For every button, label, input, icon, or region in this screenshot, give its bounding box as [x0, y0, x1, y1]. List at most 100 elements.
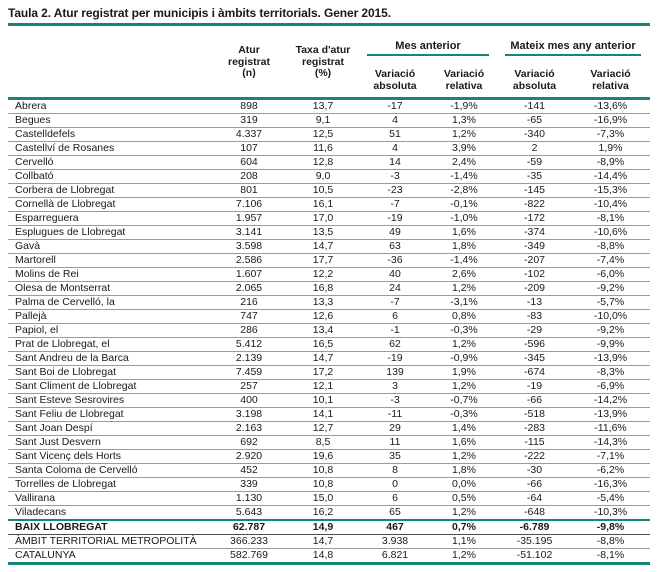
municipality-cell: Sant Just Desvern	[8, 435, 212, 450]
table-row: Sant Andreu de la Barca 2.139 14,7 -19 -0,9%…	[8, 351, 651, 366]
municipality-cell: Vallirana	[8, 491, 212, 506]
col-header-variacio-relativa-any: Variació relativa	[571, 67, 651, 100]
municipality-column-header	[8, 28, 212, 100]
value-cell: 801	[212, 183, 286, 198]
value-cell: -374	[498, 225, 572, 240]
value-cell: 12,8	[286, 155, 360, 170]
value-cell: -13,6%	[571, 98, 651, 114]
value-cell: 1,6%	[430, 225, 499, 240]
value-cell: 14,7	[286, 534, 360, 549]
value-cell: -35	[498, 169, 572, 184]
municipality-cell: ÀMBIT TERRITORIAL METROPOLITÀ	[8, 534, 212, 549]
municipality-cell: CATALUNYA	[8, 548, 212, 565]
value-cell: -23	[360, 183, 430, 198]
value-cell: -3	[360, 393, 430, 408]
value-cell: -9,9%	[571, 337, 651, 352]
value-cell: -14,2%	[571, 393, 651, 408]
value-cell: -283	[498, 421, 572, 436]
value-cell: -0,7%	[430, 393, 499, 408]
value-cell: 1,2%	[430, 548, 499, 565]
table-row: Viladecans 5.643 16,2 65 1,2% -648 -10,3%	[8, 505, 651, 521]
value-cell: -222	[498, 449, 572, 464]
value-cell: -145	[498, 183, 572, 198]
value-cell: 63	[360, 239, 430, 254]
value-cell: 65	[360, 505, 430, 521]
value-cell: 319	[212, 113, 286, 128]
value-cell: -8,1%	[571, 211, 651, 226]
value-cell: 747	[212, 309, 286, 324]
value-cell: -10,4%	[571, 197, 651, 212]
value-cell: 2,4%	[430, 155, 499, 170]
value-cell: 3.141	[212, 225, 286, 240]
value-cell: -9,8%	[571, 520, 651, 535]
value-cell: -83	[498, 309, 572, 324]
table-row: Olesa de Montserrat 2.065 16,8 24 1,2% -209 -9…	[8, 281, 651, 296]
value-cell: 5.412	[212, 337, 286, 352]
value-cell: -6,2%	[571, 463, 651, 478]
value-cell: 366.233	[212, 534, 286, 549]
municipality-cell: Cornellà de Llobregat	[8, 197, 212, 212]
value-cell: -349	[498, 239, 572, 254]
table-row: Torrelles de Llobregat 339 10,8 0 0,0% -66 -16…	[8, 477, 651, 492]
value-cell: 12,2	[286, 267, 360, 282]
municipality-cell: Papiol, el	[8, 323, 212, 338]
value-cell: 16,1	[286, 197, 360, 212]
municipality-cell: Esparreguera	[8, 211, 212, 226]
table-row: Sant Just Desvern 692 8,5 11 1,6% -115 -14,3%	[8, 435, 651, 450]
municipality-cell: Sant Vicenç dels Horts	[8, 449, 212, 464]
value-cell: 3.198	[212, 407, 286, 422]
value-cell: 1,4%	[430, 421, 499, 436]
table-row: Sant Vicenç dels Horts 2.920 19,6 35 1,2% -22…	[8, 449, 651, 464]
value-cell: -51.102	[498, 548, 572, 565]
municipality-cell: Olesa de Montserrat	[8, 281, 212, 296]
value-cell: 582.769	[212, 548, 286, 565]
summary-row: BAIX LLOBREGAT 62.787 14,9 467 0,7% -6.789 -9,…	[8, 520, 651, 535]
table-row: Vallirana 1.130 15,0 6 0,5% -64 -5,4%	[8, 491, 651, 506]
value-cell: -13,9%	[571, 351, 651, 366]
value-cell: -7	[360, 197, 430, 212]
table-row: Martorell 2.586 17,7 -36 -1,4% -207 -7,4%	[8, 253, 651, 268]
value-cell: 1,2%	[430, 505, 499, 521]
value-cell: -8,1%	[571, 548, 651, 565]
table-row: Esplugues de Llobregat 3.141 13,5 49 1,6% -37…	[8, 225, 651, 240]
value-cell: 6	[360, 491, 430, 506]
col-header-variacio-absoluta-mes: Variació absoluta	[360, 67, 430, 100]
value-cell: -10,0%	[571, 309, 651, 324]
value-cell: 12,1	[286, 379, 360, 394]
table-row: Pallejà 747 12,6 6 0,8% -83 -10,0%	[8, 309, 651, 324]
value-cell: -8,3%	[571, 365, 651, 380]
value-cell: 2,6%	[430, 267, 499, 282]
value-cell: -0,9%	[430, 351, 499, 366]
value-cell: -10,3%	[571, 505, 651, 521]
table-body: Abrera 898 13,7 -17 -1,9% -141 -13,6% Begues 319…	[8, 98, 651, 565]
value-cell: 10,8	[286, 477, 360, 492]
value-cell: 4.337	[212, 127, 286, 142]
value-cell: 3.598	[212, 239, 286, 254]
value-cell: -172	[498, 211, 572, 226]
municipality-cell: Gavà	[8, 239, 212, 254]
header-row-subcolumns: Variació absoluta Variació relativa Vari…	[8, 67, 651, 100]
value-cell: 6	[360, 309, 430, 324]
value-cell: -2,8%	[430, 183, 499, 198]
value-cell: 14,1	[286, 407, 360, 422]
value-cell: 3	[360, 379, 430, 394]
value-cell: -1	[360, 323, 430, 338]
value-cell: -11,6%	[571, 421, 651, 436]
value-cell: 1,8%	[430, 463, 499, 478]
value-cell: -29	[498, 323, 572, 338]
value-cell: 2.163	[212, 421, 286, 436]
value-cell: -59	[498, 155, 572, 170]
value-cell: 898	[212, 98, 286, 114]
value-cell: -7,1%	[571, 449, 651, 464]
value-cell: -19	[360, 211, 430, 226]
value-cell: 16,5	[286, 337, 360, 352]
table-row: Collbató 208 9,0 -3 -1,4% -35 -14,4%	[8, 169, 651, 184]
value-cell: 452	[212, 463, 286, 478]
value-cell: 12,6	[286, 309, 360, 324]
table-row: Sant Joan Despí 2.163 12,7 29 1,4% -283 -11,6%	[8, 421, 651, 436]
value-cell: 7.106	[212, 197, 286, 212]
value-cell: 1,9%	[571, 141, 651, 156]
value-cell: 12,7	[286, 421, 360, 436]
value-cell: -66	[498, 393, 572, 408]
value-cell: 257	[212, 379, 286, 394]
